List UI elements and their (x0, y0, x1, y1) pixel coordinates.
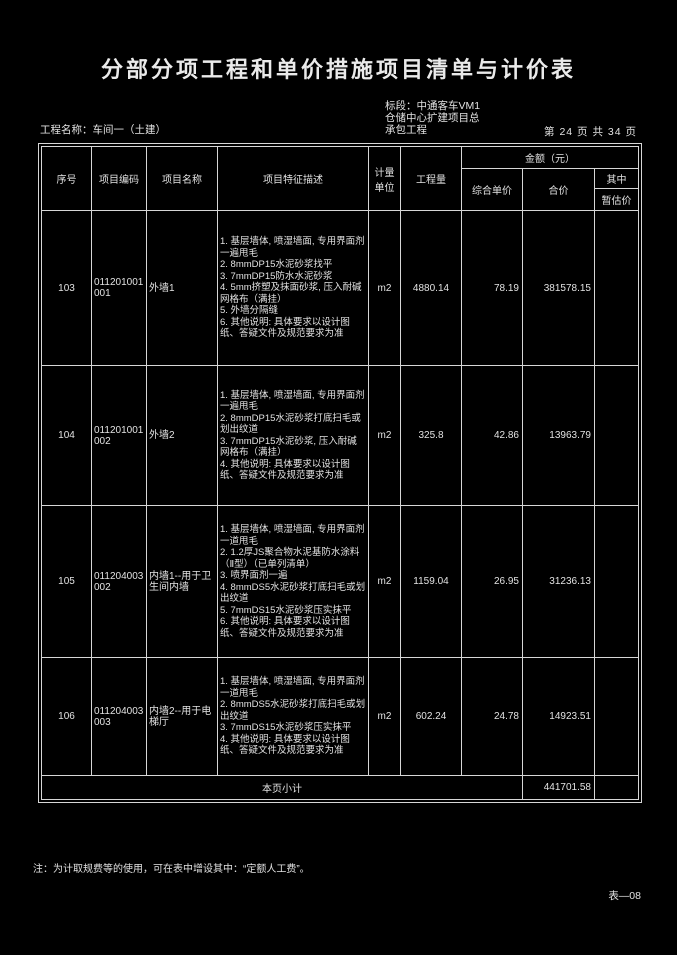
form-number: 表—08 (608, 890, 641, 902)
section-line-2: 仓储中心扩建项目总 (385, 112, 480, 124)
section-line-1: 标段：中通客车VM1 (385, 100, 480, 112)
col-header-total-price: 合价 (522, 168, 595, 211)
table-row: 106 011204003003 内墙2--用于电梯厅 1. 基层墙体, 喷湿墙… (41, 657, 640, 776)
cell-unit: m2 (368, 210, 401, 366)
header-row-1: 序号 项目编码 项目名称 项目特征描述 计量单位 工程量 金额（元） (41, 146, 640, 211)
cell-code: 011201001001 (91, 210, 147, 366)
cell-provisional (593, 505, 640, 658)
cell-total-price: 14923.51 (522, 657, 595, 776)
col-header-feature: 项目特征描述 (217, 146, 369, 211)
col-header-unit-price: 综合单价 (461, 168, 523, 211)
section-line-3: 承包工程 (385, 124, 427, 136)
col-header-code: 项目编码 (91, 146, 147, 211)
col-header-quantity: 工程量 (400, 146, 462, 211)
page-title: 分部分项工程和单价措施项目清单与计价表 (100, 57, 576, 82)
pricing-table-wrap: 序号 项目编码 项目名称 项目特征描述 计量单位 工程量 金额（元） 综合单价 … (38, 143, 643, 803)
page-number: 第 24 页 共 34 页 (544, 126, 637, 138)
col-header-provisional: 暂估价 (593, 188, 640, 211)
col-header-amount-group: 金额（元） (460, 146, 640, 169)
table-row: 105 011204003002 内墙1--用于卫生间内墙 1. 基层墙体, 喷… (41, 505, 640, 658)
cell-code: 011204003002 (91, 505, 147, 658)
cell-quantity: 1159.04 (400, 505, 462, 658)
cell-code: 011201001002 (91, 365, 147, 506)
cell-unit-price: 78.19 (461, 210, 523, 366)
section-label: 标段： (385, 100, 417, 112)
footnote: 注：为计取规费等的使用，可在表中增设其中：“定额人工费”。 (33, 864, 310, 875)
subtotal-value: 441701.58 (522, 775, 595, 800)
cell-provisional (593, 657, 640, 776)
cell-unit: m2 (368, 505, 401, 658)
cell-name: 内墙1--用于卫生间内墙 (146, 505, 218, 658)
subtotal-label: 本页小计 (41, 775, 523, 800)
cell-no: 104 (41, 365, 92, 506)
cell-feature-desc: 1. 基层墙体, 喷湿墙面, 专用界面剂一道甩毛 2. 1.2厚JS聚合物水泥基… (217, 505, 369, 658)
cell-feature-desc: 1. 基层墙体, 喷湿墙面, 专用界面剂一道甩毛 2. 8mmDS5水泥砂浆打底… (217, 657, 369, 776)
col-header-unit: 计量单位 (368, 146, 401, 211)
cell-quantity: 4880.14 (400, 210, 462, 366)
cell-provisional (593, 365, 640, 506)
cell-no: 106 (41, 657, 92, 776)
table-row: 104 011201001002 外墙2 1. 基层墙体, 喷湿墙面, 专用界面… (41, 365, 640, 506)
col-header-no: 序号 (41, 146, 92, 211)
cell-code: 011204003003 (91, 657, 147, 776)
col-header-name: 项目名称 (146, 146, 218, 211)
cell-name: 外墙1 (146, 210, 218, 366)
section-value-1: 中通客车VM1 (416, 100, 481, 112)
cell-total-price: 381578.15 (522, 210, 595, 366)
cell-unit-price: 42.86 (461, 365, 523, 506)
cell-unit-price: 26.95 (461, 505, 523, 658)
cell-name: 内墙2--用于电梯厅 (146, 657, 218, 776)
subtotal-provisional (593, 775, 640, 800)
cell-feature-desc: 1. 基层墙体, 喷湿墙面, 专用界面剂一遍甩毛 2. 8mmDP15水泥砂浆打… (217, 365, 369, 506)
cell-unit: m2 (368, 657, 401, 776)
subtotal-row: 本页小计 441701.58 (41, 775, 640, 800)
project-name-line: 工程名称：车间一（土建） (40, 122, 166, 137)
table-row: 103 011201001001 外墙1 1. 基层墙体, 喷湿墙面, 专用界面… (41, 210, 640, 366)
cell-provisional (593, 210, 640, 366)
cell-name: 外墙2 (146, 365, 218, 506)
cell-no: 103 (41, 210, 92, 366)
cell-feature-desc: 1. 基层墙体, 喷湿墙面, 专用界面剂一遍甩毛 2. 8mmDP15水泥砂浆找… (217, 210, 369, 366)
cell-quantity: 602.24 (400, 657, 462, 776)
pricing-table: 序号 项目编码 项目名称 项目特征描述 计量单位 工程量 金额（元） 综合单价 … (41, 146, 640, 800)
cell-quantity: 325.8 (400, 365, 462, 506)
project-name-label: 工程名称： (40, 124, 93, 136)
cell-total-price: 13963.79 (522, 365, 595, 506)
col-header-of-which: 其中 (593, 168, 640, 189)
project-name-value: 车间一（土建） (92, 124, 167, 136)
cell-unit: m2 (368, 365, 401, 506)
section-block: 标段：中通客车VM1 仓储中心扩建项目总 承包工程 (385, 100, 480, 136)
cell-no: 105 (41, 505, 92, 658)
cell-unit-price: 24.78 (461, 657, 523, 776)
cell-total-price: 31236.13 (522, 505, 595, 658)
